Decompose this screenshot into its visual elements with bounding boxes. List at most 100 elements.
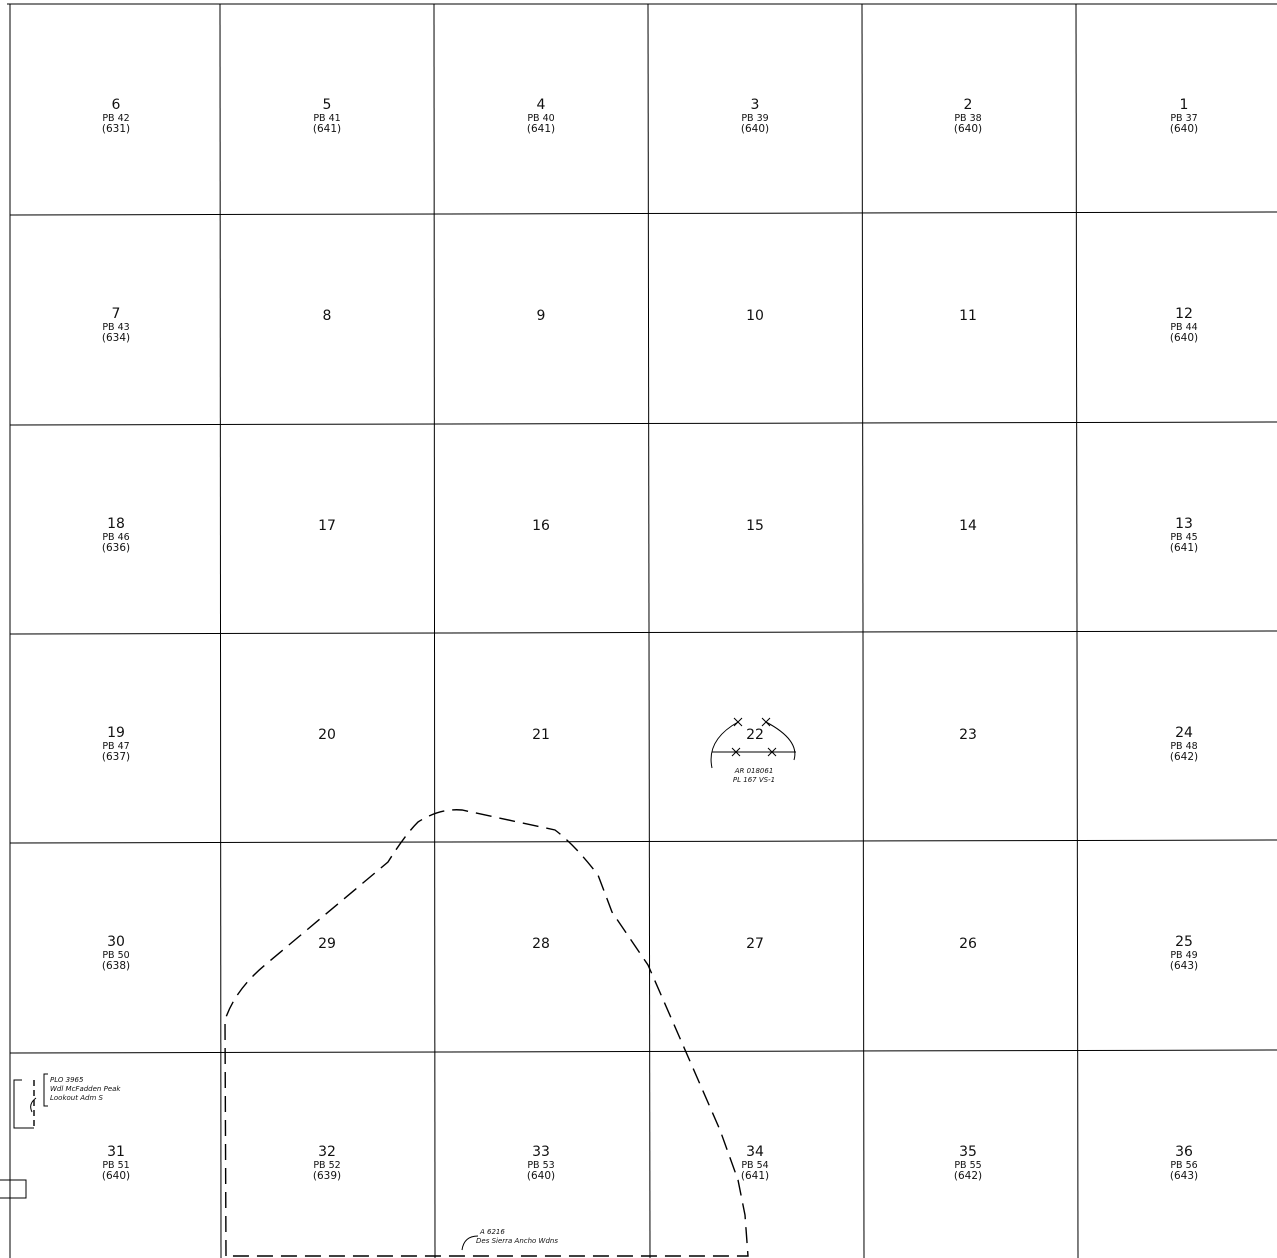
section-acreage: (636) — [102, 542, 130, 554]
grid-vline-2 — [433, 3, 436, 1258]
wilderness-boundary — [224, 809, 749, 1257]
section-pb: PB 49 — [1170, 950, 1197, 961]
section-number: 6 — [112, 97, 121, 113]
section-acreage: (634) — [102, 332, 130, 344]
section-acreage: (640) — [102, 1170, 130, 1182]
sec22-x-mark-2 — [761, 717, 771, 727]
section-8: 8 — [323, 308, 332, 324]
section-number: 36 — [1175, 1144, 1193, 1160]
section-acreage: (641) — [741, 1170, 769, 1182]
section-pb: PB 48 — [1170, 741, 1197, 752]
section-pb: PB 42 — [102, 113, 129, 124]
section-pb: PB 54 — [741, 1160, 768, 1171]
sec22-withdrawal-symbol — [710, 717, 796, 769]
section-number: 8 — [323, 308, 332, 324]
section-acreage: (641) — [313, 123, 341, 135]
a6216-leader — [461, 1235, 479, 1251]
section-number: 5 — [323, 97, 332, 113]
section-pb: PB 40 — [527, 113, 554, 124]
section-number: 21 — [532, 727, 550, 743]
section-number: 35 — [959, 1144, 977, 1160]
grid-hline-5 — [9, 1049, 1277, 1054]
section-number: 26 — [959, 936, 977, 952]
section-pb: PB 46 — [102, 532, 129, 543]
left-edge-tick — [0, 1179, 27, 1199]
section-6: 6PB 42(631) — [102, 97, 130, 135]
plo-note-line1: PLO 3965 — [50, 1076, 84, 1084]
section-acreage: (643) — [1170, 960, 1198, 972]
section-number: 12 — [1175, 306, 1193, 322]
sec22-right-arc — [765, 721, 796, 761]
section-23: 23 — [959, 727, 977, 743]
section-labels: 6PB 42(631)5PB 41(641)4PB 40(641)3PB 39(… — [102, 97, 1198, 1182]
section-number: 16 — [532, 518, 550, 534]
section-acreage: (638) — [102, 960, 130, 972]
plo-bracket — [13, 1079, 34, 1129]
section-11: 11 — [959, 308, 977, 324]
section-acreage: (640) — [1170, 123, 1198, 135]
section-3: 3PB 39(640) — [741, 97, 769, 135]
section-number: 20 — [318, 727, 336, 743]
section-acreage: (631) — [102, 123, 130, 135]
section-pb: PB 53 — [527, 1160, 554, 1171]
section-26: 26 — [959, 936, 977, 952]
section-21: 21 — [532, 727, 550, 743]
section-number: 1 — [1180, 97, 1189, 113]
grid-vline-3 — [647, 3, 651, 1258]
section-acreage: (643) — [1170, 1170, 1198, 1182]
section-20: 20 — [318, 727, 336, 743]
section-10: 10 — [746, 308, 764, 324]
plo-withdrawal-symbol — [13, 1073, 48, 1129]
plo-label-bracket — [43, 1073, 48, 1107]
plo-note-line2: Wdl McFadden Peak — [50, 1085, 121, 1093]
section-28: 28 — [532, 936, 550, 952]
section-acreage: (640) — [1170, 332, 1198, 344]
a6216-note-line1: A 6216 — [479, 1228, 505, 1236]
section-16: 16 — [532, 518, 550, 534]
section-pb: PB 52 — [313, 1160, 340, 1171]
section-pb: PB 45 — [1170, 532, 1197, 543]
section-pb: PB 47 — [102, 741, 129, 752]
section-acreage: (639) — [313, 1170, 341, 1182]
section-pb: PB 38 — [954, 113, 981, 124]
section-pb: PB 55 — [954, 1160, 981, 1171]
section-acreage: (641) — [527, 123, 555, 135]
section-number: 24 — [1175, 725, 1193, 741]
section-acreage: (640) — [954, 123, 982, 135]
section-acreage: (641) — [1170, 542, 1198, 554]
section-29: 29 — [318, 936, 336, 952]
grid-hline-3 — [9, 630, 1277, 635]
section-number: 32 — [318, 1144, 336, 1160]
section-acreage: (642) — [1170, 751, 1198, 763]
grid-hline-2 — [9, 421, 1277, 426]
section-number: 28 — [532, 936, 550, 952]
section-4: 4PB 40(641) — [527, 97, 555, 135]
section-number: 2 — [964, 97, 973, 113]
section-9: 9 — [537, 308, 546, 324]
section-number: 4 — [537, 97, 546, 113]
section-number: 13 — [1175, 516, 1193, 532]
sec22-x-mark-1 — [733, 717, 743, 727]
a6216-note-line2: Des Sierra Ancho Wdns — [476, 1237, 558, 1245]
section-pb: PB 44 — [1170, 322, 1197, 333]
section-number: 29 — [318, 936, 336, 952]
section-pb: PB 41 — [313, 113, 340, 124]
section-pb: PB 39 — [741, 113, 768, 124]
plo-note-line3: Lookout Adm S — [50, 1094, 103, 1102]
section-number: 7 — [112, 306, 121, 322]
section-number: 11 — [959, 308, 977, 324]
section-grid — [7, 3, 1277, 1258]
section-pb: PB 56 — [1170, 1160, 1197, 1171]
